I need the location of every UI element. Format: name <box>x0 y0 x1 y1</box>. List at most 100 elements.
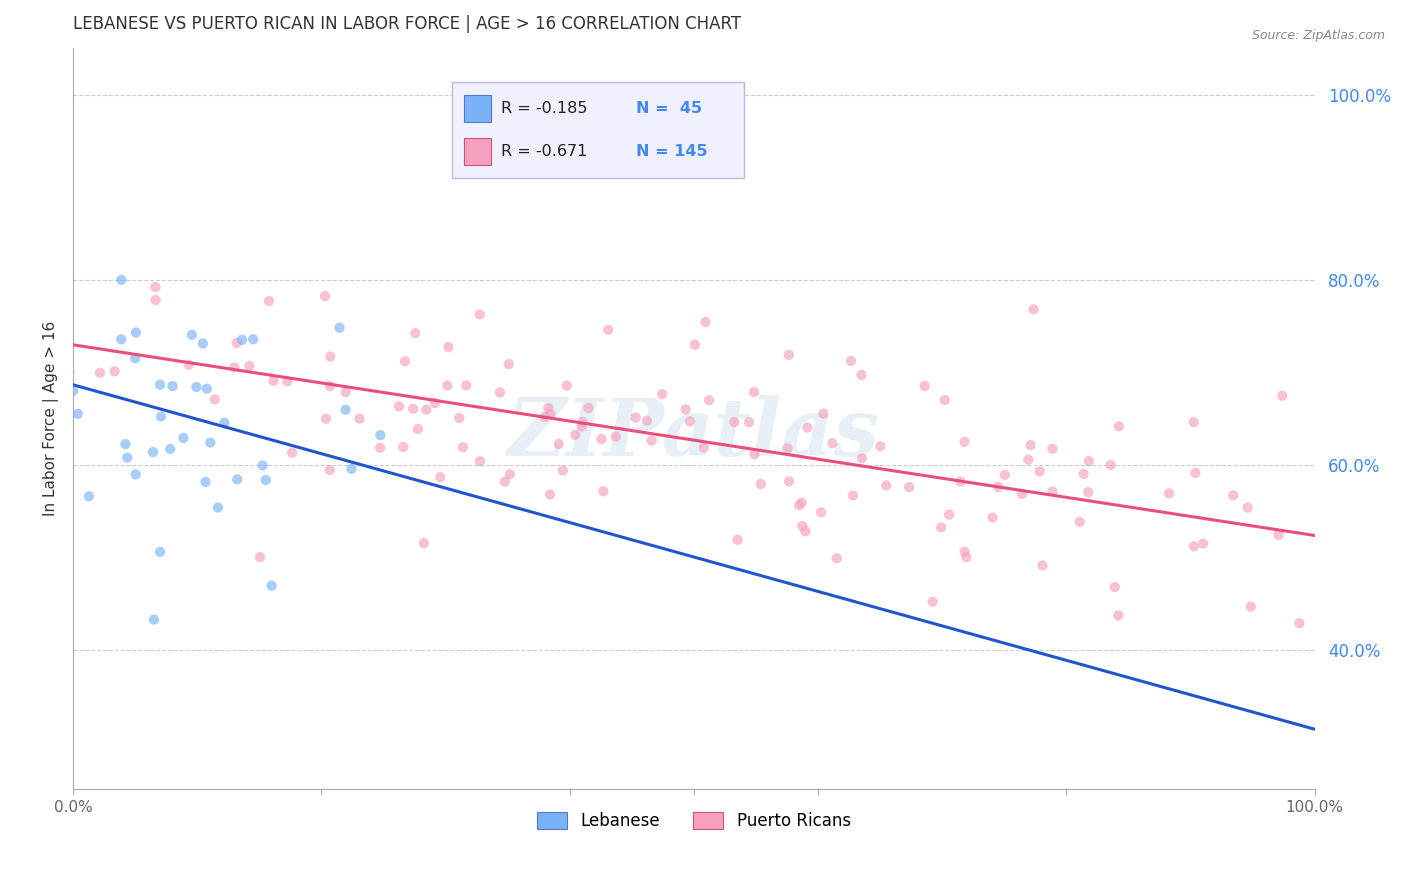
Point <box>319 350 342 364</box>
Point <box>24 321 46 335</box>
Point <box>1099 458 1122 472</box>
Point <box>180 327 202 342</box>
Point <box>598 323 620 337</box>
Point <box>1182 415 1205 429</box>
Point <box>749 477 772 491</box>
Point <box>640 434 662 448</box>
Point <box>1288 616 1310 631</box>
Point <box>392 440 415 454</box>
Point <box>796 420 818 434</box>
Point <box>104 364 127 378</box>
Point <box>679 414 702 428</box>
Point <box>738 415 761 429</box>
Point <box>810 505 832 519</box>
Point <box>52 267 75 281</box>
Point <box>468 308 491 322</box>
Y-axis label: In Labor Force | Age > 16: In Labor Force | Age > 16 <box>44 321 59 516</box>
Point <box>1019 438 1042 452</box>
FancyBboxPatch shape <box>451 82 744 178</box>
Point <box>257 293 280 308</box>
Point <box>468 454 491 468</box>
Point <box>368 428 391 442</box>
Point <box>207 500 229 515</box>
Point <box>953 544 976 558</box>
Text: Source: ZipAtlas.com: Source: ZipAtlas.com <box>1251 29 1385 42</box>
Point <box>1031 558 1053 573</box>
Point <box>1184 466 1206 480</box>
Point <box>1240 599 1263 614</box>
Point <box>1159 486 1181 500</box>
Text: R = -0.185: R = -0.185 <box>502 102 588 116</box>
Point <box>1267 528 1289 542</box>
Point <box>145 293 167 307</box>
Point <box>62 384 84 398</box>
Point <box>875 478 897 492</box>
Point <box>914 379 936 393</box>
Point <box>494 475 516 489</box>
Point <box>315 411 337 425</box>
Point <box>697 393 720 408</box>
Point <box>1108 419 1130 434</box>
Text: R = -0.671: R = -0.671 <box>502 144 588 159</box>
Point <box>538 487 561 501</box>
Point <box>17 343 39 358</box>
Point <box>921 595 943 609</box>
Point <box>1069 515 1091 529</box>
Point <box>406 422 429 436</box>
Point <box>551 463 574 477</box>
Point <box>605 429 627 443</box>
Point <box>1042 442 1064 456</box>
Point <box>276 375 298 389</box>
Point <box>224 360 246 375</box>
Point <box>252 458 274 473</box>
Point <box>675 402 697 417</box>
Point <box>34 428 56 442</box>
Point <box>437 340 460 354</box>
Point <box>368 441 391 455</box>
Point <box>415 402 437 417</box>
Point <box>1222 488 1244 502</box>
Legend: Lebanese, Puerto Ricans: Lebanese, Puerto Ricans <box>530 805 858 837</box>
Point <box>231 333 253 347</box>
Point <box>214 416 236 430</box>
Point <box>110 332 132 346</box>
Point <box>172 431 194 445</box>
Point <box>851 451 873 466</box>
Bar <box>464 95 492 122</box>
Point <box>1042 484 1064 499</box>
Point <box>423 396 446 410</box>
Point <box>929 520 952 534</box>
Point <box>335 402 357 417</box>
Point <box>349 411 371 425</box>
Point <box>851 368 873 382</box>
Point <box>1104 580 1126 594</box>
Point <box>839 354 862 368</box>
Point <box>124 351 146 366</box>
Point <box>1236 500 1258 515</box>
Point <box>555 378 578 392</box>
Point <box>787 498 810 512</box>
Point <box>742 385 765 400</box>
Point <box>0 303 14 318</box>
Point <box>825 551 848 566</box>
Point <box>792 519 814 533</box>
Point <box>249 550 271 565</box>
Point <box>114 437 136 451</box>
Point <box>1077 485 1099 500</box>
Point <box>624 410 647 425</box>
Point <box>260 579 283 593</box>
Point <box>143 613 166 627</box>
Point <box>59 365 82 379</box>
Point <box>145 280 167 294</box>
Point <box>328 320 350 334</box>
Point <box>1022 302 1045 317</box>
Point <box>727 533 749 547</box>
Point <box>693 441 716 455</box>
Point <box>149 377 172 392</box>
Text: N = 145: N = 145 <box>636 144 707 159</box>
Point <box>281 446 304 460</box>
Point <box>778 348 800 362</box>
Point <box>254 473 277 487</box>
Point <box>1182 539 1205 553</box>
Point <box>125 326 148 340</box>
